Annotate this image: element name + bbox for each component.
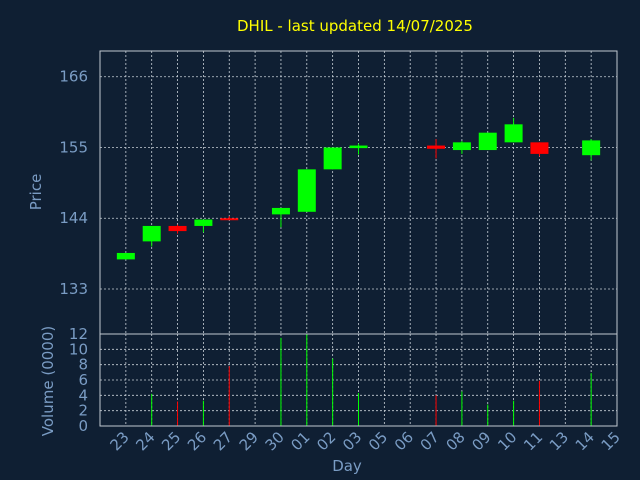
- volume-tick-label: 10: [69, 340, 88, 358]
- candle-body: [323, 147, 342, 170]
- candle-body: [271, 207, 290, 215]
- volume-tick-label: 6: [78, 371, 88, 389]
- candle-body: [220, 218, 239, 221]
- price-tick-label: 155: [59, 138, 88, 156]
- candles: [116, 117, 601, 260]
- candle-body: [582, 140, 601, 156]
- volume-tick-label: 4: [78, 386, 88, 404]
- volume-tick-label: 0: [78, 417, 88, 435]
- volume-tick-label: 2: [78, 402, 88, 420]
- candle-body: [168, 225, 187, 232]
- volume-frame: [99, 333, 618, 427]
- volume-tick-label: 12: [69, 325, 88, 343]
- candle-body: [142, 225, 161, 242]
- price-panel: 133 144 155 166 Price: [27, 50, 618, 335]
- candle-body: [194, 219, 213, 226]
- price-tick-label: 144: [59, 209, 88, 227]
- candle-body: [478, 132, 497, 151]
- candle-body: [530, 142, 549, 154]
- candle-body: [116, 252, 135, 260]
- candle-body: [349, 145, 368, 149]
- volume-tick-label: 8: [78, 356, 88, 374]
- price-axis-label: Price: [27, 174, 45, 211]
- price-tick-label: 166: [59, 68, 88, 86]
- volume-axis-label: Volume (0000): [39, 326, 57, 436]
- candle-body: [504, 124, 523, 143]
- price-tick-label: 133: [59, 280, 88, 298]
- candle-body: [427, 145, 446, 149]
- x-axis-label: Day: [332, 457, 362, 475]
- price-y-ticks: 133 144 155 166: [59, 68, 88, 298]
- candle-body: [452, 142, 471, 151]
- volume-bars: [151, 334, 592, 426]
- chart-title: DHIL - last updated 14/07/2025: [237, 17, 473, 35]
- candle-body: [297, 169, 316, 212]
